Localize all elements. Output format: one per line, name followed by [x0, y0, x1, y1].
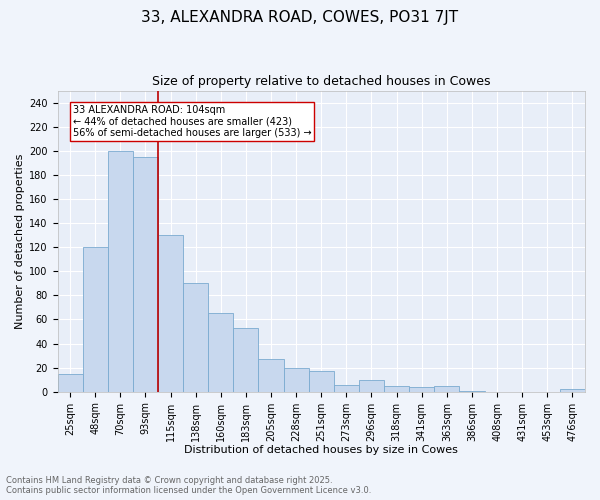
Bar [460, 390, 485, 392]
Bar [133, 157, 158, 392]
Bar [384, 386, 409, 392]
Text: 33 ALEXANDRA ROAD: 104sqm
← 44% of detached houses are smaller (423)
56% of semi: 33 ALEXANDRA ROAD: 104sqm ← 44% of detac… [73, 105, 311, 138]
Text: 33, ALEXANDRA ROAD, COWES, PO31 7JT: 33, ALEXANDRA ROAD, COWES, PO31 7JT [142, 10, 458, 25]
Bar [434, 386, 460, 392]
Bar [359, 380, 384, 392]
Y-axis label: Number of detached properties: Number of detached properties [15, 154, 25, 329]
Bar [208, 314, 233, 392]
X-axis label: Distribution of detached houses by size in Cowes: Distribution of detached houses by size … [184, 445, 458, 455]
Bar [259, 359, 284, 392]
Bar [108, 151, 133, 392]
Bar [58, 374, 83, 392]
Bar [233, 328, 259, 392]
Bar [83, 247, 108, 392]
Title: Size of property relative to detached houses in Cowes: Size of property relative to detached ho… [152, 75, 491, 88]
Bar [284, 368, 308, 392]
Bar [158, 235, 183, 392]
Bar [308, 372, 334, 392]
Bar [409, 387, 434, 392]
Bar [334, 384, 359, 392]
Bar [560, 390, 585, 392]
Text: Contains HM Land Registry data © Crown copyright and database right 2025.
Contai: Contains HM Land Registry data © Crown c… [6, 476, 371, 495]
Bar [183, 284, 208, 392]
